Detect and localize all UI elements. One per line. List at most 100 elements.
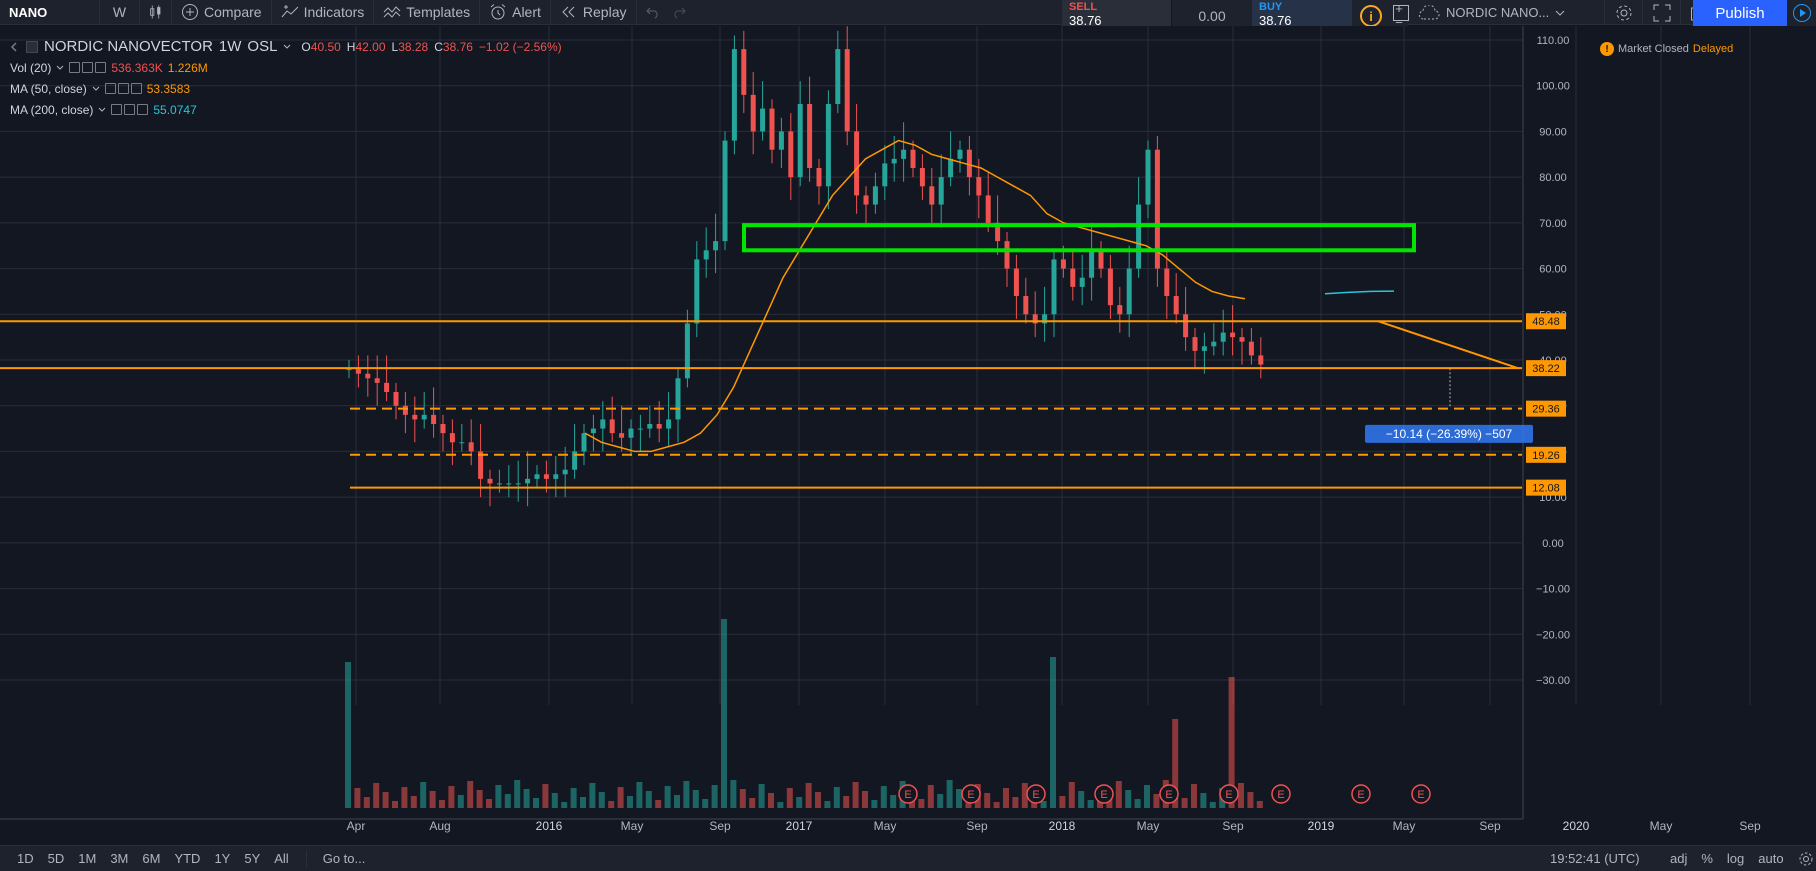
volume-bar — [1078, 791, 1085, 808]
chart-area[interactable]: 110.00100.0090.0080.0070.0060.0050.0040.… — [0, 26, 1816, 845]
earnings-marker[interactable] — [1351, 784, 1371, 804]
range-1m[interactable]: 1M — [78, 851, 97, 866]
gear-icon[interactable] — [82, 62, 94, 73]
range-ytd[interactable]: YTD — [174, 851, 201, 866]
level-label: 38.22 — [1532, 363, 1560, 375]
volume-bar — [570, 788, 577, 808]
indicator-controls[interactable] — [111, 104, 149, 115]
gear-icon[interactable] — [124, 104, 136, 115]
plus-button[interactable]: + — [1395, 1, 1403, 16]
trend-line[interactable] — [1377, 320, 1519, 370]
gear-icon[interactable] — [117, 83, 129, 94]
level-label: 48.48 — [1532, 316, 1560, 328]
candle-body — [1239, 337, 1245, 342]
chevron-down-icon[interactable] — [283, 44, 291, 50]
replay-button[interactable]: Replay — [551, 0, 637, 25]
earnings-marker[interactable] — [961, 784, 981, 804]
close-icon[interactable] — [130, 83, 142, 94]
publish-button[interactable]: Publish — [1693, 0, 1787, 26]
candle-body — [449, 433, 455, 443]
chart-type-button[interactable] — [140, 0, 172, 25]
chart-svg[interactable]: 110.00100.0090.0080.0070.0060.0050.0040.… — [0, 26, 1816, 845]
volume-legend[interactable]: Vol (20) 536.363K 1.226M — [10, 57, 562, 78]
auto-toggle[interactable]: auto — [1758, 851, 1784, 866]
time-tick-label: Sep — [1479, 819, 1501, 833]
candle-body — [1230, 332, 1236, 338]
level-badge — [1526, 400, 1566, 417]
earnings-marker[interactable] — [1094, 784, 1114, 804]
chevron-down-icon — [1555, 10, 1565, 16]
earnings-marker[interactable] — [1219, 784, 1239, 804]
compare-button[interactable]: Compare — [172, 0, 272, 25]
candle-body — [778, 131, 784, 150]
volume-value: 536.363K — [111, 60, 163, 75]
volume-bar — [1068, 782, 1075, 808]
volume-bar — [890, 795, 897, 808]
range-1d[interactable]: 1D — [17, 851, 34, 866]
price-tick-label: −20.00 — [1536, 629, 1570, 641]
candle-body — [1107, 268, 1113, 306]
market-status[interactable]: ! Market Closed Delayed — [1600, 42, 1733, 56]
eye-icon[interactable] — [104, 83, 116, 94]
range-6m[interactable]: 6M — [142, 851, 161, 866]
level-label: 12.08 — [1532, 483, 1560, 495]
volume-bar — [598, 792, 605, 808]
earnings-marker[interactable] — [1411, 784, 1431, 804]
clock[interactable]: 19:52:41 (UTC) — [1550, 851, 1640, 866]
close-icon[interactable] — [95, 62, 107, 73]
close-icon[interactable] — [137, 104, 149, 115]
earnings-marker[interactable] — [898, 784, 918, 804]
volume-bar — [692, 790, 699, 808]
goto-button[interactable]: Go to... — [322, 851, 366, 866]
range-5d[interactable]: 5D — [47, 851, 65, 866]
earnings-marker[interactable] — [1159, 784, 1179, 804]
quantity-stepper[interactable]: + − — [1390, 0, 1408, 32]
range-1y[interactable]: 1Y — [214, 851, 231, 866]
candle-body — [769, 108, 775, 150]
earnings-marker[interactable] — [1271, 784, 1291, 804]
settings-button[interactable] — [1604, 0, 1642, 25]
earnings-marker[interactable] — [1026, 784, 1046, 804]
price-tick-label: 80.00 — [1539, 172, 1567, 184]
candle-body — [562, 469, 568, 475]
layout-selector[interactable]: NORDIC NANO... — [1414, 4, 1604, 21]
adj-toggle[interactable]: adj — [1670, 851, 1688, 866]
indicator-controls[interactable] — [104, 83, 142, 94]
range-5y[interactable]: 5Y — [244, 851, 261, 866]
eye-icon[interactable] — [69, 62, 81, 73]
interval-button[interactable]: W — [100, 0, 140, 25]
eye-icon[interactable] — [111, 104, 123, 115]
fullscreen-toggle[interactable] — [1388, 0, 1414, 25]
minus-button[interactable]: − — [1395, 15, 1403, 30]
ma50-legend[interactable]: MA (50, close) 53.3583 — [10, 78, 562, 99]
indicator-controls[interactable] — [69, 62, 107, 73]
level-badge — [1526, 313, 1566, 330]
range-3m[interactable]: 3M — [110, 851, 129, 866]
candle-body — [384, 382, 390, 392]
support-zone[interactable] — [742, 223, 1416, 253]
price-tick-label: −30.00 — [1536, 675, 1570, 687]
info-icon: i — [1360, 5, 1382, 27]
fullscreen-button[interactable] — [1642, 0, 1680, 25]
volume-name: Vol (20) — [10, 60, 52, 75]
earnings-label: E — [1165, 789, 1172, 801]
play-button[interactable] — [1788, 0, 1816, 26]
range-all[interactable]: All — [274, 851, 289, 866]
candle-body — [694, 259, 700, 324]
indicators-button[interactable]: Indicators — [272, 0, 375, 25]
candle-body — [619, 433, 625, 438]
gear-icon[interactable] — [1798, 851, 1814, 867]
alert-button[interactable]: Alert — [480, 0, 551, 25]
candle-body — [1145, 149, 1151, 205]
log-toggle[interactable]: log — [1726, 851, 1745, 866]
percent-toggle[interactable]: % — [1701, 851, 1713, 866]
sell-price: 38.76 — [1069, 13, 1102, 28]
redo-icon[interactable] — [672, 5, 686, 19]
measure-label-box[interactable] — [1365, 424, 1533, 443]
templates-button[interactable]: Templates — [374, 0, 481, 25]
symbol-search[interactable]: NANO — [0, 0, 100, 25]
undo-icon[interactable] — [645, 5, 660, 19]
close-label: C — [434, 39, 443, 54]
ma200-legend[interactable]: MA (200, close) 55.0747 — [10, 99, 562, 120]
collapse-icon[interactable] — [10, 41, 20, 52]
